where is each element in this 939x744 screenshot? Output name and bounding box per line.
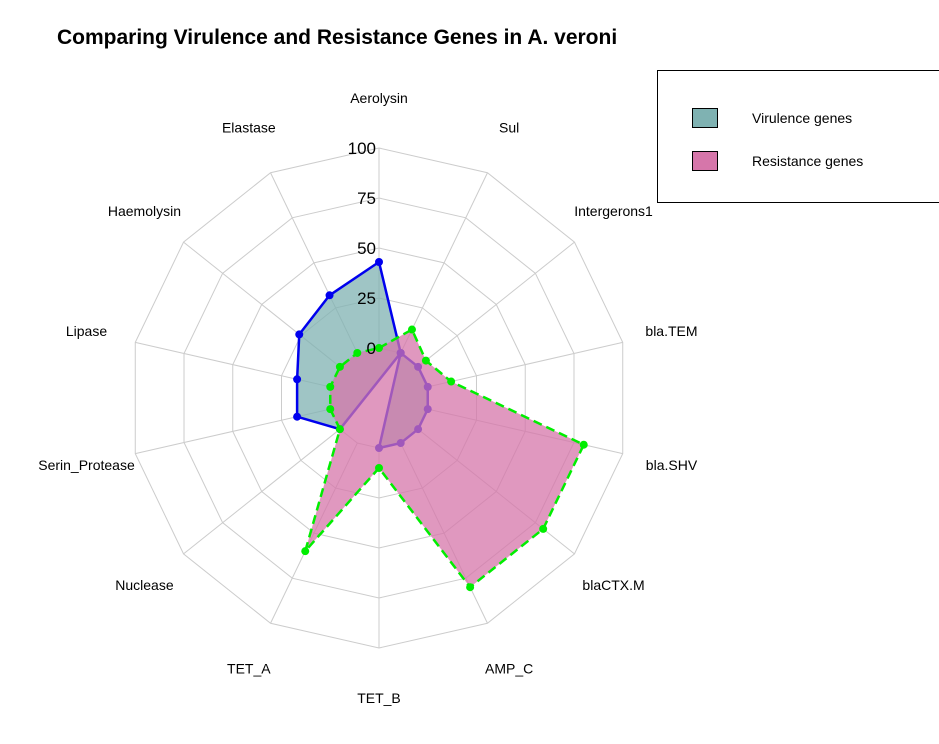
axis-label: bla.SHV <box>646 457 698 473</box>
grid-spoke <box>183 428 341 555</box>
radial-ticks: 0 25 50 75 100 <box>348 139 376 358</box>
axis-label: Serin_Protease <box>38 457 135 473</box>
data-point <box>375 258 383 266</box>
axis-label: bla.TEM <box>645 323 697 339</box>
tick-label: 0 <box>367 339 376 358</box>
tick-label: 75 <box>357 189 376 208</box>
data-point <box>421 356 430 365</box>
data-point <box>325 291 334 300</box>
data-point <box>326 405 335 414</box>
chart-title: Comparing Virulence and Resistance Genes… <box>57 26 618 49</box>
tick-label: 50 <box>357 239 376 258</box>
data-point <box>375 344 383 352</box>
axis-labels: Aerolysin Sul Intergerons1 bla.TEM bla.SHV bl… <box>38 90 698 706</box>
legend-swatch-resistance <box>692 151 718 171</box>
data-point <box>466 583 475 592</box>
data-point <box>407 325 416 334</box>
axis-label: Elastase <box>222 120 276 136</box>
data-point <box>293 412 302 421</box>
legend-item-virulence: Virulence genes <box>692 108 852 128</box>
axis-label: AMP_C <box>485 660 533 676</box>
legend: Virulence genes Resistance genes <box>657 70 939 203</box>
tick-label: 25 <box>357 289 376 308</box>
legend-swatch-virulence <box>692 108 718 128</box>
series-area <box>305 329 584 588</box>
axis-label: blaCTX.M <box>582 577 644 593</box>
legend-label-resistance: Resistance genes <box>752 153 864 169</box>
axis-label: Nuclease <box>115 577 174 593</box>
data-point <box>295 330 304 339</box>
grid-spoke <box>417 241 575 368</box>
data-point <box>335 362 344 371</box>
data-point <box>447 377 456 386</box>
data-point <box>301 547 310 556</box>
grid-spoke <box>400 172 488 354</box>
axis-label: Sul <box>499 120 519 136</box>
data-point <box>579 440 588 449</box>
legend-label-virulence: Virulence genes <box>752 110 853 126</box>
tick-label: 100 <box>348 139 376 158</box>
axis-label: Intergerons1 <box>574 203 653 219</box>
data-point <box>293 375 302 384</box>
axis-label: TET_A <box>227 660 271 676</box>
axis-label: Aerolysin <box>350 90 408 106</box>
axis-label: Lipase <box>66 323 107 339</box>
data-point <box>353 348 362 357</box>
axis-label: TET_B <box>357 690 401 706</box>
grid-spoke <box>427 341 623 388</box>
data-point <box>335 425 344 434</box>
data-point <box>375 464 383 472</box>
data-point <box>326 382 335 391</box>
legend-item-resistance: Resistance genes <box>692 151 863 171</box>
radar-series <box>293 258 588 592</box>
axis-label: Haemolysin <box>108 203 181 219</box>
data-point <box>539 524 548 533</box>
